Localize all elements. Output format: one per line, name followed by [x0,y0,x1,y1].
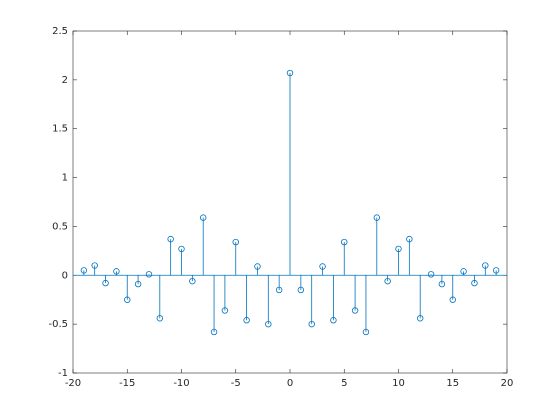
stem-marker [362,328,370,336]
y-tick-label: -1 [58,368,68,379]
stem-marker [417,315,424,322]
stem-marker [124,296,131,303]
stem-marker [189,277,196,285]
stem-marker [460,268,467,275]
stem-marker [384,277,391,285]
stem-marker [482,262,489,269]
stem-marker [275,286,283,294]
x-tick-label: 10 [392,378,405,389]
stem-marker [438,280,446,288]
stem-marker [210,328,218,336]
x-tick-label: 20 [501,378,514,389]
stem-marker [254,263,261,270]
y-tick-label: -0.5 [48,319,68,330]
y-tick-label: 1.5 [52,124,68,135]
x-tick-label: 5 [341,378,347,389]
y-tick-label: 1 [62,173,68,184]
stem-marker [406,235,413,243]
stem-marker [102,279,109,287]
stem-marker [351,307,359,314]
stem-marker [178,245,185,253]
stem-marker [373,214,380,221]
stem-marker [199,214,207,221]
x-tick-label: -20 [65,378,81,389]
stem-marker [330,317,337,324]
stem-marker [308,320,315,328]
stem-marker [297,286,305,294]
stem-marker [319,263,326,270]
x-tick-label: -15 [119,378,135,389]
stem-marker [91,262,98,269]
stem-marker [471,279,478,287]
stem-marker [243,317,250,324]
stem-marker [113,268,120,275]
y-tick-label: 0.5 [52,221,68,232]
y-tick-label: 0 [62,270,68,281]
y-tick-label: 2 [62,75,68,86]
stem-marker [80,267,88,274]
stem-marker [232,238,239,246]
stem-marker [134,280,142,288]
stem-marker [145,271,153,278]
stem-marker [167,235,174,243]
stem-marker [395,245,402,253]
stem-marker [449,296,456,303]
y-tick-label: 2.5 [52,26,68,37]
stem-marker [286,69,294,77]
x-tick-label: -5 [231,378,241,389]
stem-marker [427,271,435,278]
x-tick-label: 0 [287,378,293,389]
stem-marker [156,315,163,322]
stem-marker [221,307,229,314]
stem-marker [492,267,500,274]
stem-marker [265,320,272,328]
x-tick-label: 15 [446,378,459,389]
stem-marker [341,238,348,246]
x-tick-label: -10 [173,378,189,389]
